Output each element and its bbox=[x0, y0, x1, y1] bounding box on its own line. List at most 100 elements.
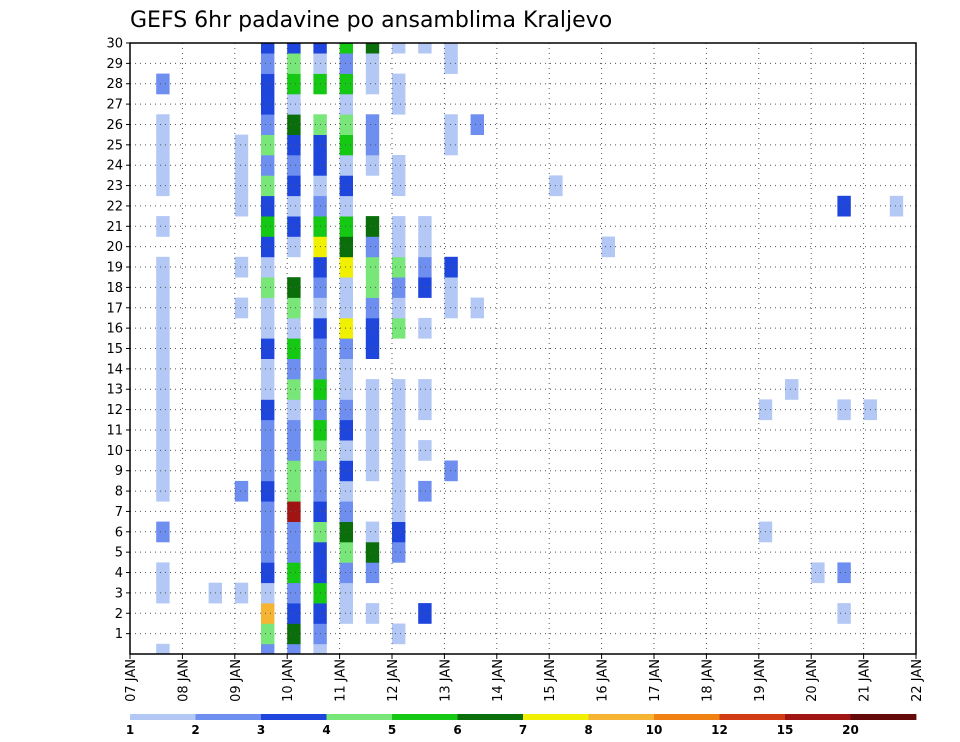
heatmap-cell bbox=[234, 175, 249, 197]
y-tick-label: 12 bbox=[106, 403, 123, 418]
colorbar: 1 2 3 4 5 6 7 8 10 12 15 20 bbox=[126, 714, 917, 737]
heatmap-cell bbox=[339, 440, 353, 461]
y-tick-label: 18 bbox=[106, 281, 123, 296]
heatmap-cell bbox=[392, 419, 406, 441]
heatmap-cell bbox=[261, 73, 275, 95]
y-tick-label: 19 bbox=[106, 261, 123, 276]
colorbar-label: 10 bbox=[646, 723, 663, 737]
y-tick-label: 22 bbox=[106, 199, 123, 214]
x-tick-label: 15 JAN bbox=[543, 659, 558, 702]
heatmap-cell bbox=[261, 53, 275, 74]
heatmap-cell bbox=[261, 603, 275, 624]
heatmap-cell bbox=[156, 216, 170, 237]
heatmap-cell bbox=[156, 643, 170, 655]
heatmap-cell bbox=[156, 460, 170, 482]
heatmap-cell bbox=[392, 317, 406, 339]
heatmap-cell bbox=[156, 419, 170, 441]
heatmap-cell bbox=[339, 53, 353, 74]
heatmap-cell bbox=[156, 440, 170, 461]
x-tick-label: 08 JAN bbox=[176, 659, 191, 702]
heatmap-cell bbox=[365, 338, 380, 359]
y-tick-label: 13 bbox=[106, 383, 123, 398]
heatmap-cell bbox=[339, 277, 353, 298]
heatmap-cell bbox=[444, 460, 458, 482]
heatmap-cell bbox=[444, 43, 458, 54]
heatmap-cell bbox=[444, 134, 458, 156]
y-tick-label: 28 bbox=[106, 77, 123, 92]
y-tick-label: 7 bbox=[115, 505, 123, 520]
y-tick-label: 14 bbox=[106, 362, 123, 377]
heatmap-cell bbox=[418, 317, 432, 339]
heatmap-cell bbox=[287, 134, 301, 156]
colorbar-segment bbox=[850, 714, 917, 720]
heatmap-cell bbox=[287, 43, 301, 54]
heatmap-cell bbox=[234, 195, 249, 217]
heatmap-cell bbox=[365, 603, 380, 624]
heatmap-cell bbox=[418, 43, 432, 54]
x-tick-label: 13 JAN bbox=[438, 659, 453, 702]
heatmap-cell bbox=[339, 562, 353, 584]
heatmap-cell bbox=[234, 297, 249, 319]
colorbar-label: 8 bbox=[584, 723, 592, 737]
heatmap-cell bbox=[287, 93, 301, 115]
heatmap-cell bbox=[365, 114, 380, 135]
heatmap-cell bbox=[156, 155, 170, 176]
colorbar-segment bbox=[654, 714, 720, 720]
heatmap-cell bbox=[261, 501, 275, 522]
heatmap-cell bbox=[339, 114, 353, 135]
colorbar-label: 12 bbox=[711, 723, 728, 737]
colorbar-segment bbox=[719, 714, 786, 720]
heatmap-cell bbox=[156, 582, 170, 604]
heatmap-cell bbox=[392, 236, 406, 258]
heatmap-cell bbox=[261, 93, 275, 115]
heatmap-cell bbox=[837, 399, 851, 421]
heatmap-cell bbox=[444, 114, 458, 135]
heatmap-cell bbox=[339, 175, 353, 197]
heatmap-cell bbox=[313, 643, 327, 655]
heatmap-cell bbox=[261, 399, 275, 421]
heatmap-cell bbox=[156, 277, 170, 298]
heatmap-cell bbox=[339, 358, 353, 380]
heatmap-cell bbox=[261, 643, 275, 655]
heatmap-cell bbox=[287, 114, 301, 135]
heatmap-cell bbox=[339, 582, 353, 604]
x-tick-label: 11 JAN bbox=[334, 659, 349, 702]
heatmap-cell bbox=[287, 582, 301, 604]
colorbar-label: 2 bbox=[191, 723, 199, 737]
heatmap-cell bbox=[601, 236, 615, 258]
heatmap-cell bbox=[365, 73, 380, 95]
heatmap-cell bbox=[339, 338, 353, 359]
heatmap-cell bbox=[287, 643, 301, 655]
heatmap-cell bbox=[234, 582, 249, 604]
heatmap-cell bbox=[392, 175, 406, 197]
heatmap-cell bbox=[837, 195, 851, 217]
heatmap-cell bbox=[339, 501, 353, 522]
heatmap-cell bbox=[392, 399, 406, 421]
x-tick-label: 18 JAN bbox=[700, 659, 715, 702]
colorbar-label: 4 bbox=[322, 723, 330, 737]
heatmap-cell bbox=[339, 419, 353, 441]
heatmap-cell bbox=[339, 134, 353, 156]
heatmap-cell bbox=[365, 317, 380, 339]
heatmap-cell bbox=[444, 53, 458, 74]
heatmap-cell bbox=[234, 155, 249, 176]
heatmap-cell bbox=[261, 440, 275, 461]
colorbar-segment bbox=[261, 714, 327, 720]
heatmap-cell bbox=[365, 562, 380, 584]
heatmap-cell bbox=[261, 338, 275, 359]
heatmap-cell bbox=[287, 73, 301, 95]
heatmap-cell bbox=[470, 297, 484, 319]
x-tick-label: 17 JAN bbox=[648, 659, 663, 702]
y-tick-label: 15 bbox=[106, 342, 123, 357]
y-tick-label: 9 bbox=[115, 464, 123, 479]
y-tick-label: 25 bbox=[106, 138, 123, 153]
chart-title: GEFS 6hr padavine po ansamblima Kraljevo bbox=[130, 8, 612, 33]
y-tick-label: 11 bbox=[106, 423, 123, 438]
heatmap-cell bbox=[313, 43, 327, 54]
cells-layer bbox=[156, 43, 904, 655]
heatmap-cell bbox=[287, 419, 301, 441]
heatmap-cell bbox=[365, 277, 380, 298]
heatmap-cell bbox=[156, 256, 170, 278]
heatmap-cell bbox=[418, 399, 432, 421]
heatmap-cell bbox=[156, 521, 170, 543]
